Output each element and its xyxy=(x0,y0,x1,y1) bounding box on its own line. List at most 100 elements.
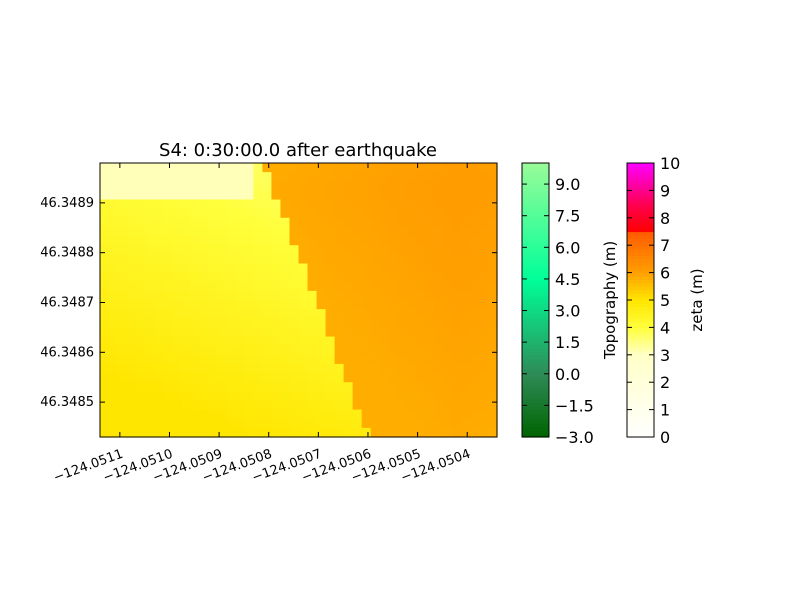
heatmap-cell xyxy=(235,336,245,347)
heatmap-cell xyxy=(262,345,273,356)
heatmap-cell xyxy=(433,208,444,219)
heatmap-cell xyxy=(307,300,318,310)
colorbar-segment xyxy=(627,214,654,219)
heatmap-cell xyxy=(388,318,399,328)
colorbar-segment xyxy=(627,413,654,418)
heatmap-cell xyxy=(145,309,155,319)
heatmap-cell xyxy=(370,418,381,429)
heatmap-cell xyxy=(190,336,200,347)
heatmap-cell xyxy=(226,345,236,356)
colorbar-segment xyxy=(522,173,549,178)
heatmap-cell xyxy=(100,427,110,438)
heatmap-cell xyxy=(298,226,309,237)
heatmap-cell xyxy=(262,354,273,365)
heatmap-cell xyxy=(145,172,155,182)
heatmap-cell xyxy=(154,336,164,347)
colorbar-segment xyxy=(522,399,549,404)
heatmap-cell xyxy=(217,418,227,429)
heatmap-cell xyxy=(172,190,182,201)
colorbar-segment xyxy=(627,317,654,322)
colorbar-tick-label: 0 xyxy=(660,428,670,447)
heatmap-cell xyxy=(262,318,273,328)
heatmap-cell xyxy=(253,190,264,201)
heatmap-cell xyxy=(343,272,354,283)
colorbar-segment xyxy=(522,416,549,421)
colorbar-tick-label: 0.0 xyxy=(555,365,580,384)
heatmap-cell xyxy=(325,281,336,292)
heatmap-cell xyxy=(343,245,354,255)
heatmap-cell xyxy=(460,336,471,347)
heatmap-cell xyxy=(406,391,417,402)
heatmap-cell xyxy=(397,300,408,310)
heatmap-cell xyxy=(280,418,291,429)
heatmap-cell xyxy=(163,290,173,301)
heatmap-cell xyxy=(433,199,444,210)
heatmap-cell xyxy=(145,318,155,328)
colorbar-segment xyxy=(522,426,549,431)
heatmap-cell xyxy=(109,327,119,338)
colorbar-tick-label: −3.0 xyxy=(555,428,594,447)
heatmap-cell xyxy=(208,163,218,173)
heatmap-cell xyxy=(118,363,128,374)
heatmap-cell xyxy=(469,281,480,292)
heatmap-cell xyxy=(352,172,363,182)
heatmap-cell xyxy=(190,163,200,173)
heatmap-cell xyxy=(442,363,453,374)
heatmap-cell xyxy=(343,281,354,292)
colorbar-tick-label: 9 xyxy=(660,181,670,200)
heatmap-cell xyxy=(271,226,282,237)
heatmap-cell xyxy=(460,373,471,383)
heatmap-cell xyxy=(298,172,309,182)
heatmap-cell xyxy=(235,254,245,265)
heatmap-cell xyxy=(451,354,462,365)
heatmap-cell xyxy=(307,363,318,374)
heatmap-cell xyxy=(154,373,164,383)
heatmap-cell xyxy=(145,418,155,429)
heatmap-cell xyxy=(370,400,381,411)
colorbar-segment xyxy=(627,313,654,318)
heatmap-cell xyxy=(289,254,300,265)
heatmap-cell xyxy=(298,190,309,201)
heatmap-cell xyxy=(361,172,372,182)
heatmap-cell xyxy=(379,336,390,347)
colorbar-segment xyxy=(627,330,654,335)
colorbar-segment xyxy=(522,300,549,305)
colorbar-segment xyxy=(522,382,549,387)
heatmap-cell xyxy=(136,236,146,246)
heatmap-cell xyxy=(316,427,327,438)
heatmap-cell xyxy=(253,272,264,283)
heatmap-cell xyxy=(325,354,336,365)
heatmap-cell xyxy=(145,208,155,219)
heatmap-cell xyxy=(235,217,245,228)
heatmap-cell xyxy=(136,354,146,365)
heatmap-cell xyxy=(352,281,363,292)
heatmap-cell xyxy=(307,272,318,283)
heatmap-cell xyxy=(352,400,363,411)
heatmap-cell xyxy=(253,336,264,347)
colorbar-segment xyxy=(522,210,549,215)
colorbar-segment xyxy=(522,385,549,390)
heatmap-cell xyxy=(280,363,291,374)
heatmap-cell xyxy=(100,318,110,328)
colorbar-tick-label: 9.0 xyxy=(555,175,580,194)
heatmap-cell xyxy=(307,400,318,411)
heatmap-cell xyxy=(163,300,173,310)
heatmap-cell xyxy=(244,254,254,265)
heatmap-cell xyxy=(316,181,327,191)
heatmap-cell xyxy=(397,373,408,383)
heatmap-cell xyxy=(190,318,200,328)
heatmap-cell xyxy=(325,418,336,429)
heatmap-cell xyxy=(163,427,173,438)
heatmap-cell xyxy=(109,373,119,383)
heatmap-cell xyxy=(217,163,227,173)
heatmap-cell xyxy=(415,272,426,283)
heatmap-cell xyxy=(334,254,345,265)
heatmap-cell xyxy=(154,400,164,411)
heatmap-cell xyxy=(280,327,291,338)
zeta-colorbar-gradient xyxy=(627,163,654,438)
heatmap-cell xyxy=(343,199,354,210)
heatmap-cell xyxy=(127,263,137,274)
heatmap-cell xyxy=(280,427,291,438)
heatmap-cell xyxy=(451,327,462,338)
heatmap-cell xyxy=(181,309,191,319)
